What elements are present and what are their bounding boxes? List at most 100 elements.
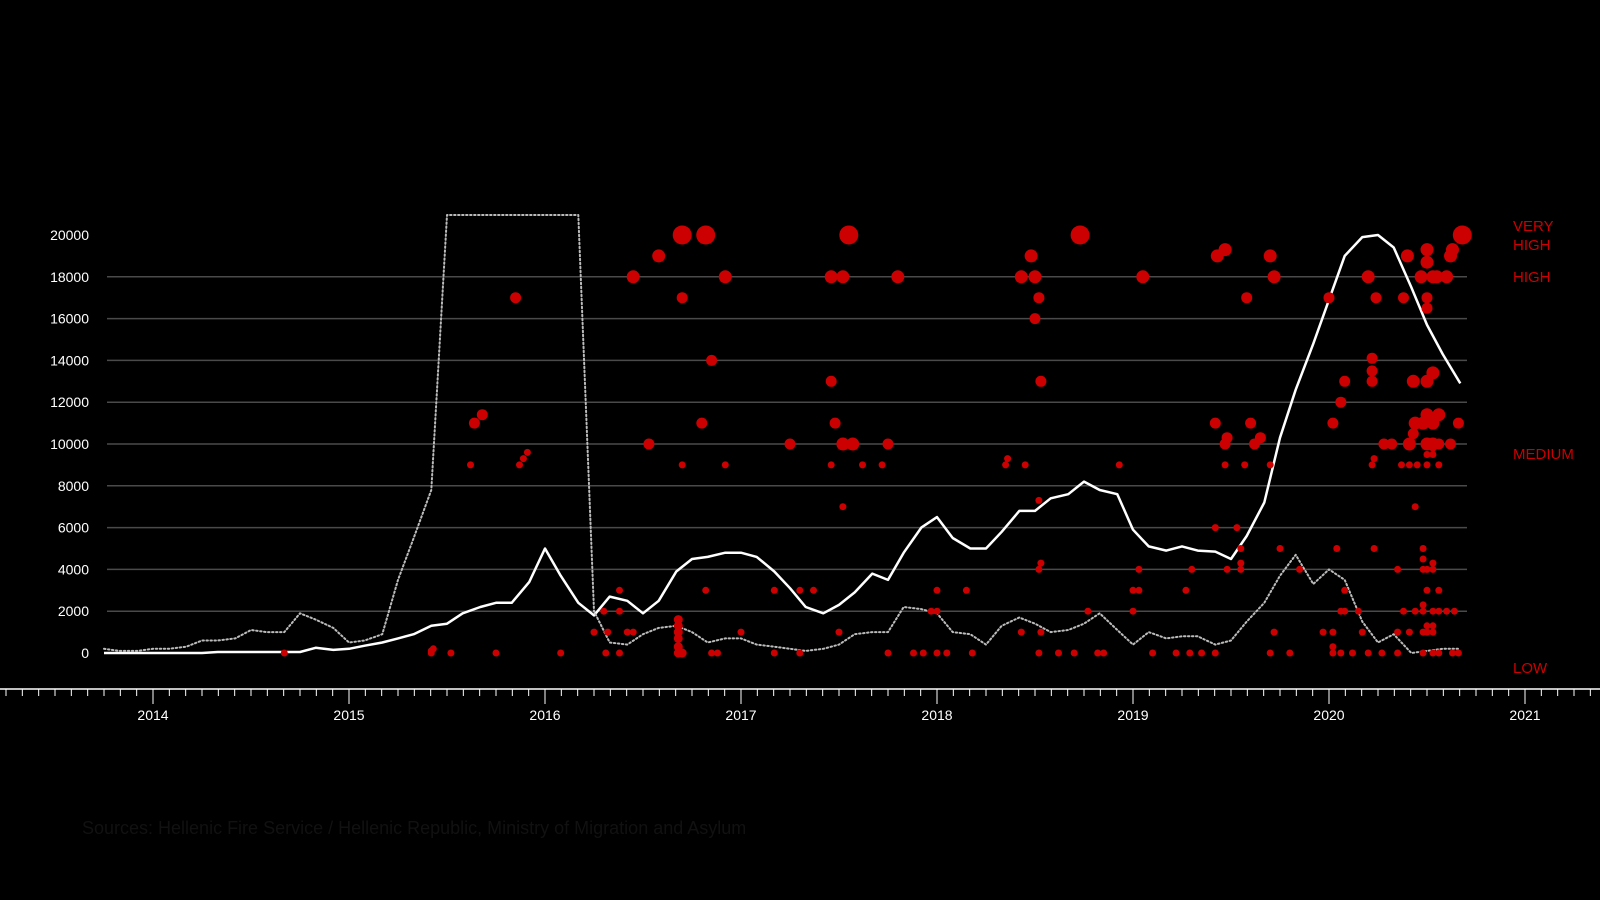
solid-line	[104, 233, 1462, 655]
risk-dot	[1241, 292, 1253, 304]
y-tick-label: 6000	[58, 520, 89, 536]
risk-dot	[673, 627, 683, 637]
y-tick-label: 4000	[58, 561, 89, 577]
risk-dot	[839, 225, 859, 245]
risk-dot	[770, 649, 778, 657]
risk-dot	[1429, 451, 1437, 458]
risk-dot	[1186, 649, 1194, 657]
y-tick-label: 10000	[50, 436, 89, 452]
risk-dot	[1370, 292, 1382, 304]
risk-dot	[1449, 649, 1456, 657]
y-axis: 0 2000 4000 6000 8000 10000 12000 14000 16000 180…	[50, 227, 89, 661]
risk-dot	[673, 633, 683, 643]
risk-dot	[1267, 270, 1281, 284]
risk-dot	[933, 586, 941, 594]
y-tick-label: 14000	[50, 352, 89, 368]
risk-dot	[708, 649, 716, 657]
risk-dot	[590, 628, 598, 636]
risk-dot	[827, 461, 835, 469]
label-low: LOW	[1513, 660, 1548, 677]
risk-dot	[878, 461, 886, 469]
risk-dot	[643, 438, 655, 450]
risk-dot	[706, 354, 718, 366]
risk-dot	[836, 437, 850, 451]
risk-dot	[1413, 461, 1421, 469]
risk-dot	[1198, 649, 1206, 657]
risk-dot	[467, 461, 474, 469]
risk-dot	[702, 586, 710, 594]
risk-dot	[1419, 607, 1427, 615]
risk-dot	[891, 270, 905, 284]
risk-dot	[1429, 607, 1437, 615]
risk-dot	[1115, 461, 1123, 469]
risk-dot	[429, 645, 437, 653]
x-tick-label: 2015	[333, 707, 364, 723]
risk-dot	[1237, 559, 1245, 567]
risk-dot	[676, 292, 688, 304]
risk-dot	[1233, 524, 1241, 532]
y-tick-label: 2000	[58, 603, 89, 619]
risk-dot	[1286, 649, 1294, 657]
risk-dot	[1209, 417, 1221, 429]
risk-dot	[1440, 270, 1454, 284]
risk-dot	[1136, 270, 1150, 284]
risk-dot	[1135, 586, 1143, 594]
risk-dots	[280, 225, 1472, 658]
risk-dot	[1341, 586, 1349, 594]
risk-dot	[280, 649, 288, 657]
risk-dot	[968, 649, 976, 657]
risk-dot	[835, 628, 843, 636]
risk-dot	[468, 417, 480, 429]
risk-dot	[1182, 586, 1190, 594]
risk-dot	[1029, 313, 1041, 325]
risk-dot	[1430, 270, 1444, 284]
risk-dot	[1429, 559, 1437, 567]
risk-dot	[1221, 432, 1233, 444]
risk-dot	[1323, 292, 1335, 304]
risk-dot	[1129, 586, 1137, 594]
risk-dot	[1411, 503, 1419, 511]
risk-dot	[1400, 607, 1407, 615]
dotted-line	[103, 214, 1462, 654]
risk-dot	[1386, 438, 1398, 450]
risk-dot	[1423, 622, 1431, 630]
x-tick-label: 2017	[725, 707, 756, 723]
risk-dot	[1223, 565, 1231, 573]
risk-dot	[1070, 649, 1078, 657]
risk-dot	[1333, 545, 1341, 552]
risk-dot	[796, 586, 804, 594]
y-tick-label: 16000	[50, 311, 89, 327]
risk-dot	[884, 649, 892, 657]
risk-dot	[516, 461, 523, 469]
risk-dot	[927, 607, 935, 615]
risk-dot	[673, 615, 683, 625]
risk-dot	[1366, 365, 1378, 377]
risk-dot	[1435, 461, 1443, 469]
risk-dot	[1149, 649, 1157, 657]
risk-dot	[1004, 455, 1012, 463]
risk-dot	[1221, 461, 1229, 469]
risk-dot	[1270, 628, 1278, 636]
label-high: HIGH	[1513, 269, 1551, 286]
risk-dot	[1398, 461, 1405, 469]
x-tick-label: 2019	[1117, 707, 1148, 723]
risk-dot	[678, 461, 686, 469]
risk-dot	[1443, 607, 1451, 615]
risk-dot	[1366, 352, 1378, 364]
risk-dot	[1421, 302, 1433, 314]
risk-dot	[1017, 628, 1025, 636]
risk-dot	[836, 270, 850, 284]
risk-dot	[1329, 643, 1337, 651]
risk-dot	[1419, 545, 1427, 552]
data-lines	[103, 214, 1462, 655]
risk-dot	[476, 409, 488, 421]
risk-dot	[519, 455, 527, 463]
risk-dot	[623, 628, 631, 636]
risk-dot	[1420, 255, 1434, 269]
risk-dot	[1035, 496, 1043, 504]
risk-dot	[1423, 586, 1431, 594]
risk-dot	[1024, 249, 1038, 263]
risk-dot	[600, 607, 608, 615]
risk-dot	[677, 648, 687, 658]
x-axis: 2014 2015 2016 2017 2018 2019 2020 2021	[0, 688, 1600, 723]
